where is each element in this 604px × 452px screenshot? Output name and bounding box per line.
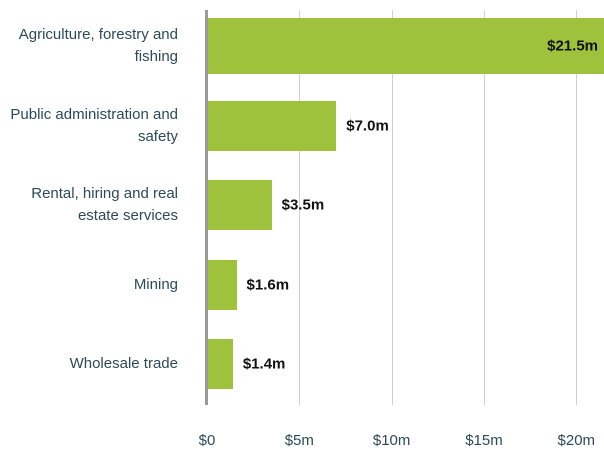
bar	[207, 259, 237, 310]
bar	[207, 180, 272, 230]
bar	[207, 18, 604, 74]
value-label: $1.4m	[242, 355, 286, 373]
grid-line	[483, 10, 485, 405]
x-tick-label: $5m	[284, 432, 314, 449]
category-label: Agriculture, forestry and fishing	[18, 26, 178, 65]
y-axis-line	[205, 10, 208, 405]
grid-line	[576, 10, 578, 405]
x-tick-label: $20m	[557, 432, 596, 449]
value-label: $1.6m	[246, 276, 290, 293]
x-tick-label: $10m	[372, 432, 411, 449]
category-label: Public administration and safety	[10, 105, 178, 145]
value-label: $7.0m	[346, 117, 389, 134]
x-tick-label: $15m	[465, 432, 503, 449]
category-label: Wholesale trade	[69, 355, 178, 372]
value-label: $21.5m	[547, 37, 598, 55]
value-label: $3.5m	[281, 196, 325, 214]
grid-line	[391, 10, 393, 405]
bar	[207, 339, 233, 389]
grid-line	[299, 10, 301, 405]
category-label: Mining	[133, 275, 178, 293]
category-label: Rental, hiring and real estate services	[31, 185, 178, 224]
x-tick-label: $0	[198, 432, 216, 449]
bar	[207, 100, 337, 151]
